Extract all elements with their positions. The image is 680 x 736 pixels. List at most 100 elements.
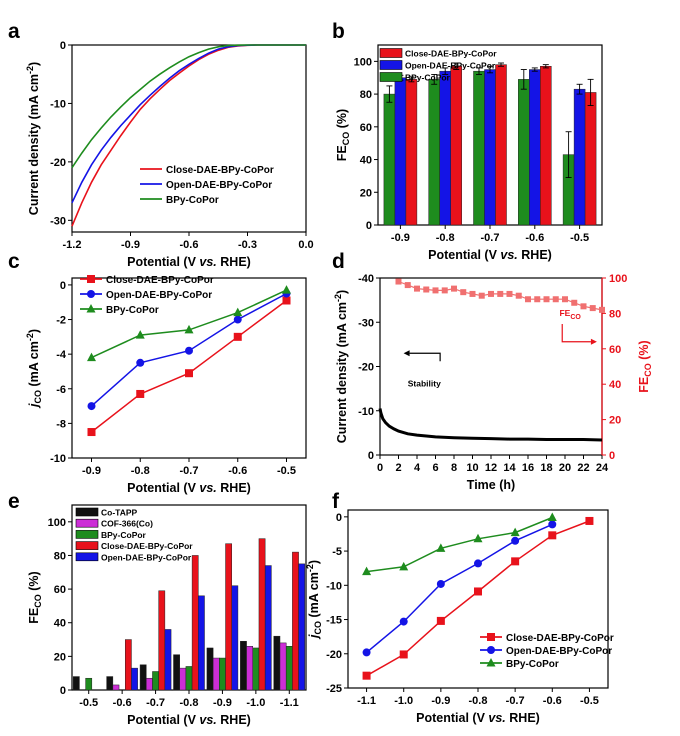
x-tick-label: 10	[466, 462, 478, 474]
legend-entry: BPy-CoPor	[101, 530, 147, 540]
series-close-dae-bpy-copor	[87, 296, 291, 437]
x-tick-label: 16	[522, 462, 534, 474]
legend-swatch	[75, 518, 99, 528]
data-point	[282, 285, 291, 294]
series-bpy-copor	[362, 512, 557, 576]
y-axis-label: Current density (mA cm-2)	[25, 62, 41, 215]
bar	[273, 635, 281, 691]
y-tick-label: -30	[358, 317, 374, 329]
feco-arrow	[561, 324, 591, 343]
y-tick-label: -40	[358, 273, 374, 285]
data-point	[585, 516, 594, 525]
feco-arrowhead	[590, 338, 597, 345]
panel-d-frame	[379, 277, 603, 456]
x-tick-label: -0.6	[228, 465, 247, 477]
legend-entry: Co-TAPP	[101, 508, 138, 518]
bar	[191, 555, 199, 691]
data-point	[414, 285, 420, 292]
data-point	[436, 543, 446, 552]
bar	[131, 667, 138, 691]
x-axis-label: Potential (V vs. RHE)	[127, 481, 251, 495]
x-tick-label: -0.8	[436, 232, 455, 244]
y-tick-label: -20	[326, 649, 342, 661]
y-axis-label: jCO (mA cm-2)	[25, 329, 43, 409]
data-point	[362, 648, 371, 657]
bar	[473, 70, 485, 226]
data-point	[511, 536, 520, 545]
bar	[124, 639, 132, 691]
x-tick-label: -0.3	[238, 239, 257, 251]
data-point	[87, 428, 96, 437]
y-tick-label: 0	[366, 220, 372, 232]
y-tick-label: -10	[50, 453, 66, 465]
x-tick-label: -0.7	[146, 697, 165, 709]
x-tick-label: -0.9	[431, 695, 450, 707]
x-tick-label: -0.9	[121, 239, 140, 251]
legend-entry: BPy-CoPor	[106, 305, 159, 316]
panel-label-e: e	[8, 490, 20, 513]
data-point	[136, 358, 145, 367]
legend-entry: Open-DAE-BPy-CoPor	[405, 61, 496, 71]
x-tick-label: -0.6	[525, 232, 544, 244]
data-point	[423, 286, 430, 293]
bar	[450, 66, 462, 226]
bar	[285, 646, 293, 691]
y2-tick-label: 80	[609, 308, 621, 320]
data-point	[547, 512, 557, 522]
y-tick-label: -6	[56, 384, 66, 396]
bar	[139, 664, 147, 691]
bar	[152, 671, 159, 691]
data-point	[185, 369, 193, 378]
y-tick-label: 100	[354, 56, 372, 68]
bar	[298, 563, 306, 691]
stability-arrow	[409, 352, 441, 362]
data-point	[511, 557, 520, 566]
x-tick-label: -0.5	[79, 697, 98, 709]
y-tick-label: 80	[360, 89, 372, 101]
data-point	[233, 332, 242, 341]
bar	[258, 538, 266, 691]
x-tick-label: -0.6	[113, 697, 132, 709]
bar	[264, 565, 272, 691]
bar	[529, 69, 541, 226]
y-tick-label: -10	[358, 406, 374, 418]
legend-entry: Close-DAE-BPy-CoPor	[405, 49, 497, 59]
x-tick-label: 22	[577, 462, 589, 474]
x-axis-label: Potential (V vs. RHE)	[416, 711, 540, 725]
data-point	[474, 559, 482, 568]
panel-label-d: d	[332, 250, 345, 273]
bar	[185, 666, 193, 691]
y2-axis-label: FECO (%)	[637, 340, 653, 392]
legend-entry: Open-DAE-BPy-CoPor	[106, 290, 212, 301]
data-point	[399, 617, 408, 626]
bar	[106, 676, 114, 691]
x-tick-label: -0.6	[543, 695, 562, 707]
data-point	[571, 299, 578, 306]
data-point	[184, 324, 194, 334]
y-tick-label: -10	[326, 580, 342, 592]
panel-label-b: b	[332, 20, 345, 43]
x-tick-label: 18	[540, 462, 552, 474]
data-point	[488, 290, 494, 297]
legend-marker	[487, 633, 495, 641]
y-axis-label: FECO (%)	[335, 109, 351, 161]
bar	[206, 647, 214, 691]
x-tick-label: -0.7	[180, 465, 199, 477]
y-axis-label: FECO (%)	[27, 571, 43, 623]
bar	[158, 590, 166, 691]
bar	[112, 684, 120, 691]
legend-marker	[87, 290, 95, 298]
series-feco	[395, 278, 605, 313]
x-tick-label: -0.8	[469, 695, 488, 707]
x-tick-label: 24	[596, 462, 609, 474]
data-point	[548, 531, 557, 540]
y-tick-label: 60	[360, 122, 372, 134]
x-tick-label: -1.0	[246, 697, 265, 709]
data-point	[562, 296, 568, 303]
legend-entry: Open-DAE-BPy-CoPor	[101, 552, 192, 562]
y2-tick-label: 60	[609, 344, 621, 356]
panel-label-f: f	[332, 490, 340, 513]
y-tick-label: 0	[60, 40, 66, 52]
data-point	[436, 616, 445, 625]
bar	[394, 77, 407, 226]
